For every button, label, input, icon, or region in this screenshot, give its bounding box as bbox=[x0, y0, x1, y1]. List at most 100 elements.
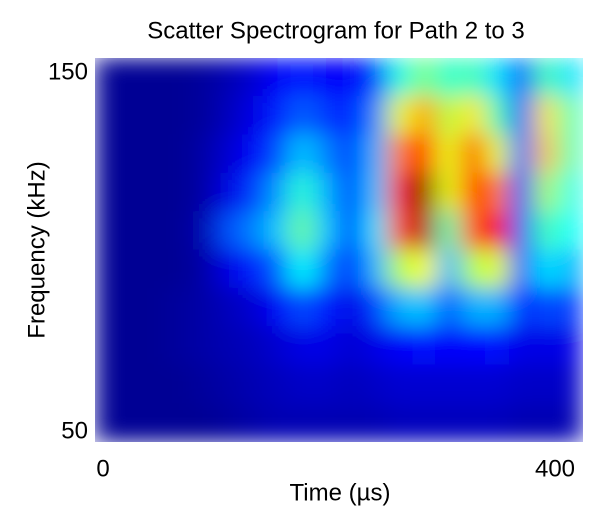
heatmap-cell bbox=[460, 326, 486, 366]
heatmap-cell bbox=[192, 58, 218, 97]
heatmap-cell bbox=[509, 249, 535, 289]
heatmap-cell bbox=[314, 134, 340, 174]
heatmap-cell bbox=[289, 134, 316, 174]
heatmap-cell bbox=[387, 364, 413, 405]
heatmap-cell bbox=[240, 172, 267, 213]
heatmap-cell bbox=[484, 172, 511, 213]
heatmap-cell bbox=[558, 403, 583, 442]
heatmap-cell bbox=[387, 211, 413, 251]
heatmap-cell bbox=[484, 249, 511, 289]
heatmap-cell bbox=[265, 134, 291, 174]
heatmap-cell bbox=[338, 172, 364, 213]
heatmap-cell bbox=[509, 172, 535, 213]
heatmap-cell bbox=[558, 364, 583, 405]
heatmap-cell bbox=[216, 249, 242, 289]
heatmap-cell bbox=[143, 249, 169, 289]
heatmap-cell bbox=[167, 249, 194, 289]
heatmap-cell bbox=[436, 172, 462, 213]
heatmap-cell bbox=[167, 58, 194, 97]
heatmap-cell bbox=[314, 249, 340, 289]
heatmap-cell bbox=[192, 95, 218, 136]
heatmap-cell bbox=[95, 287, 120, 328]
heatmap-cell bbox=[460, 172, 486, 213]
heatmap-cell bbox=[167, 172, 194, 213]
heatmap-cell bbox=[411, 287, 438, 328]
heatmap-cell bbox=[240, 58, 267, 97]
heatmap-cell bbox=[216, 58, 242, 97]
heatmap-cell bbox=[533, 287, 560, 328]
heatmap-cell bbox=[509, 95, 535, 136]
heatmap-cell bbox=[314, 95, 340, 136]
heatmap-cell bbox=[387, 287, 413, 328]
heatmap-cell bbox=[265, 172, 291, 213]
heatmap-cell bbox=[289, 58, 316, 97]
heatmap-cell bbox=[484, 211, 511, 251]
heatmap-cell bbox=[533, 403, 560, 442]
heatmap-cell bbox=[411, 249, 438, 289]
heatmap-cell bbox=[338, 364, 364, 405]
heatmap-cell bbox=[95, 172, 120, 213]
heatmap-cell bbox=[192, 364, 218, 405]
heatmap-cell bbox=[436, 249, 462, 289]
heatmap-cell bbox=[95, 211, 120, 251]
heatmap-cell bbox=[143, 287, 169, 328]
heatmap-cell bbox=[240, 287, 267, 328]
heatmap-cell bbox=[411, 134, 438, 174]
chart-title: Scatter Spectrogram for Path 2 to 3 bbox=[147, 17, 525, 44]
heatmap-cell bbox=[143, 211, 169, 251]
heatmap-cell bbox=[118, 287, 145, 328]
heatmap-cell bbox=[387, 172, 413, 213]
heatmap-cell bbox=[558, 172, 583, 213]
heatmap-cell bbox=[411, 403, 438, 442]
heatmap-cell bbox=[265, 403, 291, 442]
y-axis-label: Frequency (kHz) bbox=[23, 161, 50, 338]
heatmap-cell bbox=[509, 326, 535, 366]
heatmap-cell bbox=[338, 403, 364, 442]
heatmap-cell bbox=[143, 326, 169, 366]
heatmap-cell bbox=[484, 95, 511, 136]
heatmap-cell bbox=[143, 95, 169, 136]
heatmap-cell bbox=[265, 326, 291, 366]
heatmap-cell bbox=[240, 326, 267, 366]
heatmap-cell bbox=[314, 287, 340, 328]
heatmap-cell bbox=[436, 403, 462, 442]
heatmap-cell bbox=[509, 287, 535, 328]
heatmap-cell bbox=[167, 95, 194, 136]
heatmap-cell bbox=[436, 326, 462, 366]
heatmap-cell bbox=[167, 134, 194, 174]
heatmap-cell bbox=[533, 134, 560, 174]
heatmap-cell bbox=[484, 403, 511, 442]
x-tick-label: 400 bbox=[535, 455, 575, 482]
heatmap-cell bbox=[265, 364, 291, 405]
heatmap-cell bbox=[484, 58, 511, 97]
heatmap-cell bbox=[118, 58, 145, 97]
heatmap-cell bbox=[436, 364, 462, 405]
heatmap-cell bbox=[411, 95, 438, 136]
heatmap-cell bbox=[509, 134, 535, 174]
heatmap-cell bbox=[338, 58, 364, 97]
heatmap-cell bbox=[167, 287, 194, 328]
plot-area bbox=[95, 58, 583, 442]
heatmap bbox=[95, 58, 583, 442]
heatmap-cell bbox=[460, 211, 486, 251]
heatmap-cell bbox=[216, 211, 242, 251]
heatmap-cell bbox=[240, 95, 267, 136]
heatmap-cell bbox=[216, 364, 242, 405]
heatmap-cell bbox=[314, 403, 340, 442]
heatmap-cell bbox=[314, 326, 340, 366]
heatmap-cell bbox=[362, 58, 389, 97]
heatmap-cell bbox=[387, 249, 413, 289]
heatmap-cell bbox=[460, 58, 486, 97]
heatmap-cell bbox=[484, 134, 511, 174]
heatmap-cell bbox=[533, 58, 560, 97]
heatmap-cell bbox=[436, 287, 462, 328]
heatmap-cell bbox=[338, 95, 364, 136]
heatmap-cell bbox=[118, 403, 145, 442]
y-tick-label: 50 bbox=[61, 417, 88, 444]
heatmap-cell bbox=[192, 134, 218, 174]
heatmap-cell bbox=[460, 134, 486, 174]
heatmap-cell bbox=[118, 326, 145, 366]
heatmap-cell bbox=[143, 58, 169, 97]
heatmap-cell bbox=[314, 211, 340, 251]
heatmap-cell bbox=[265, 287, 291, 328]
